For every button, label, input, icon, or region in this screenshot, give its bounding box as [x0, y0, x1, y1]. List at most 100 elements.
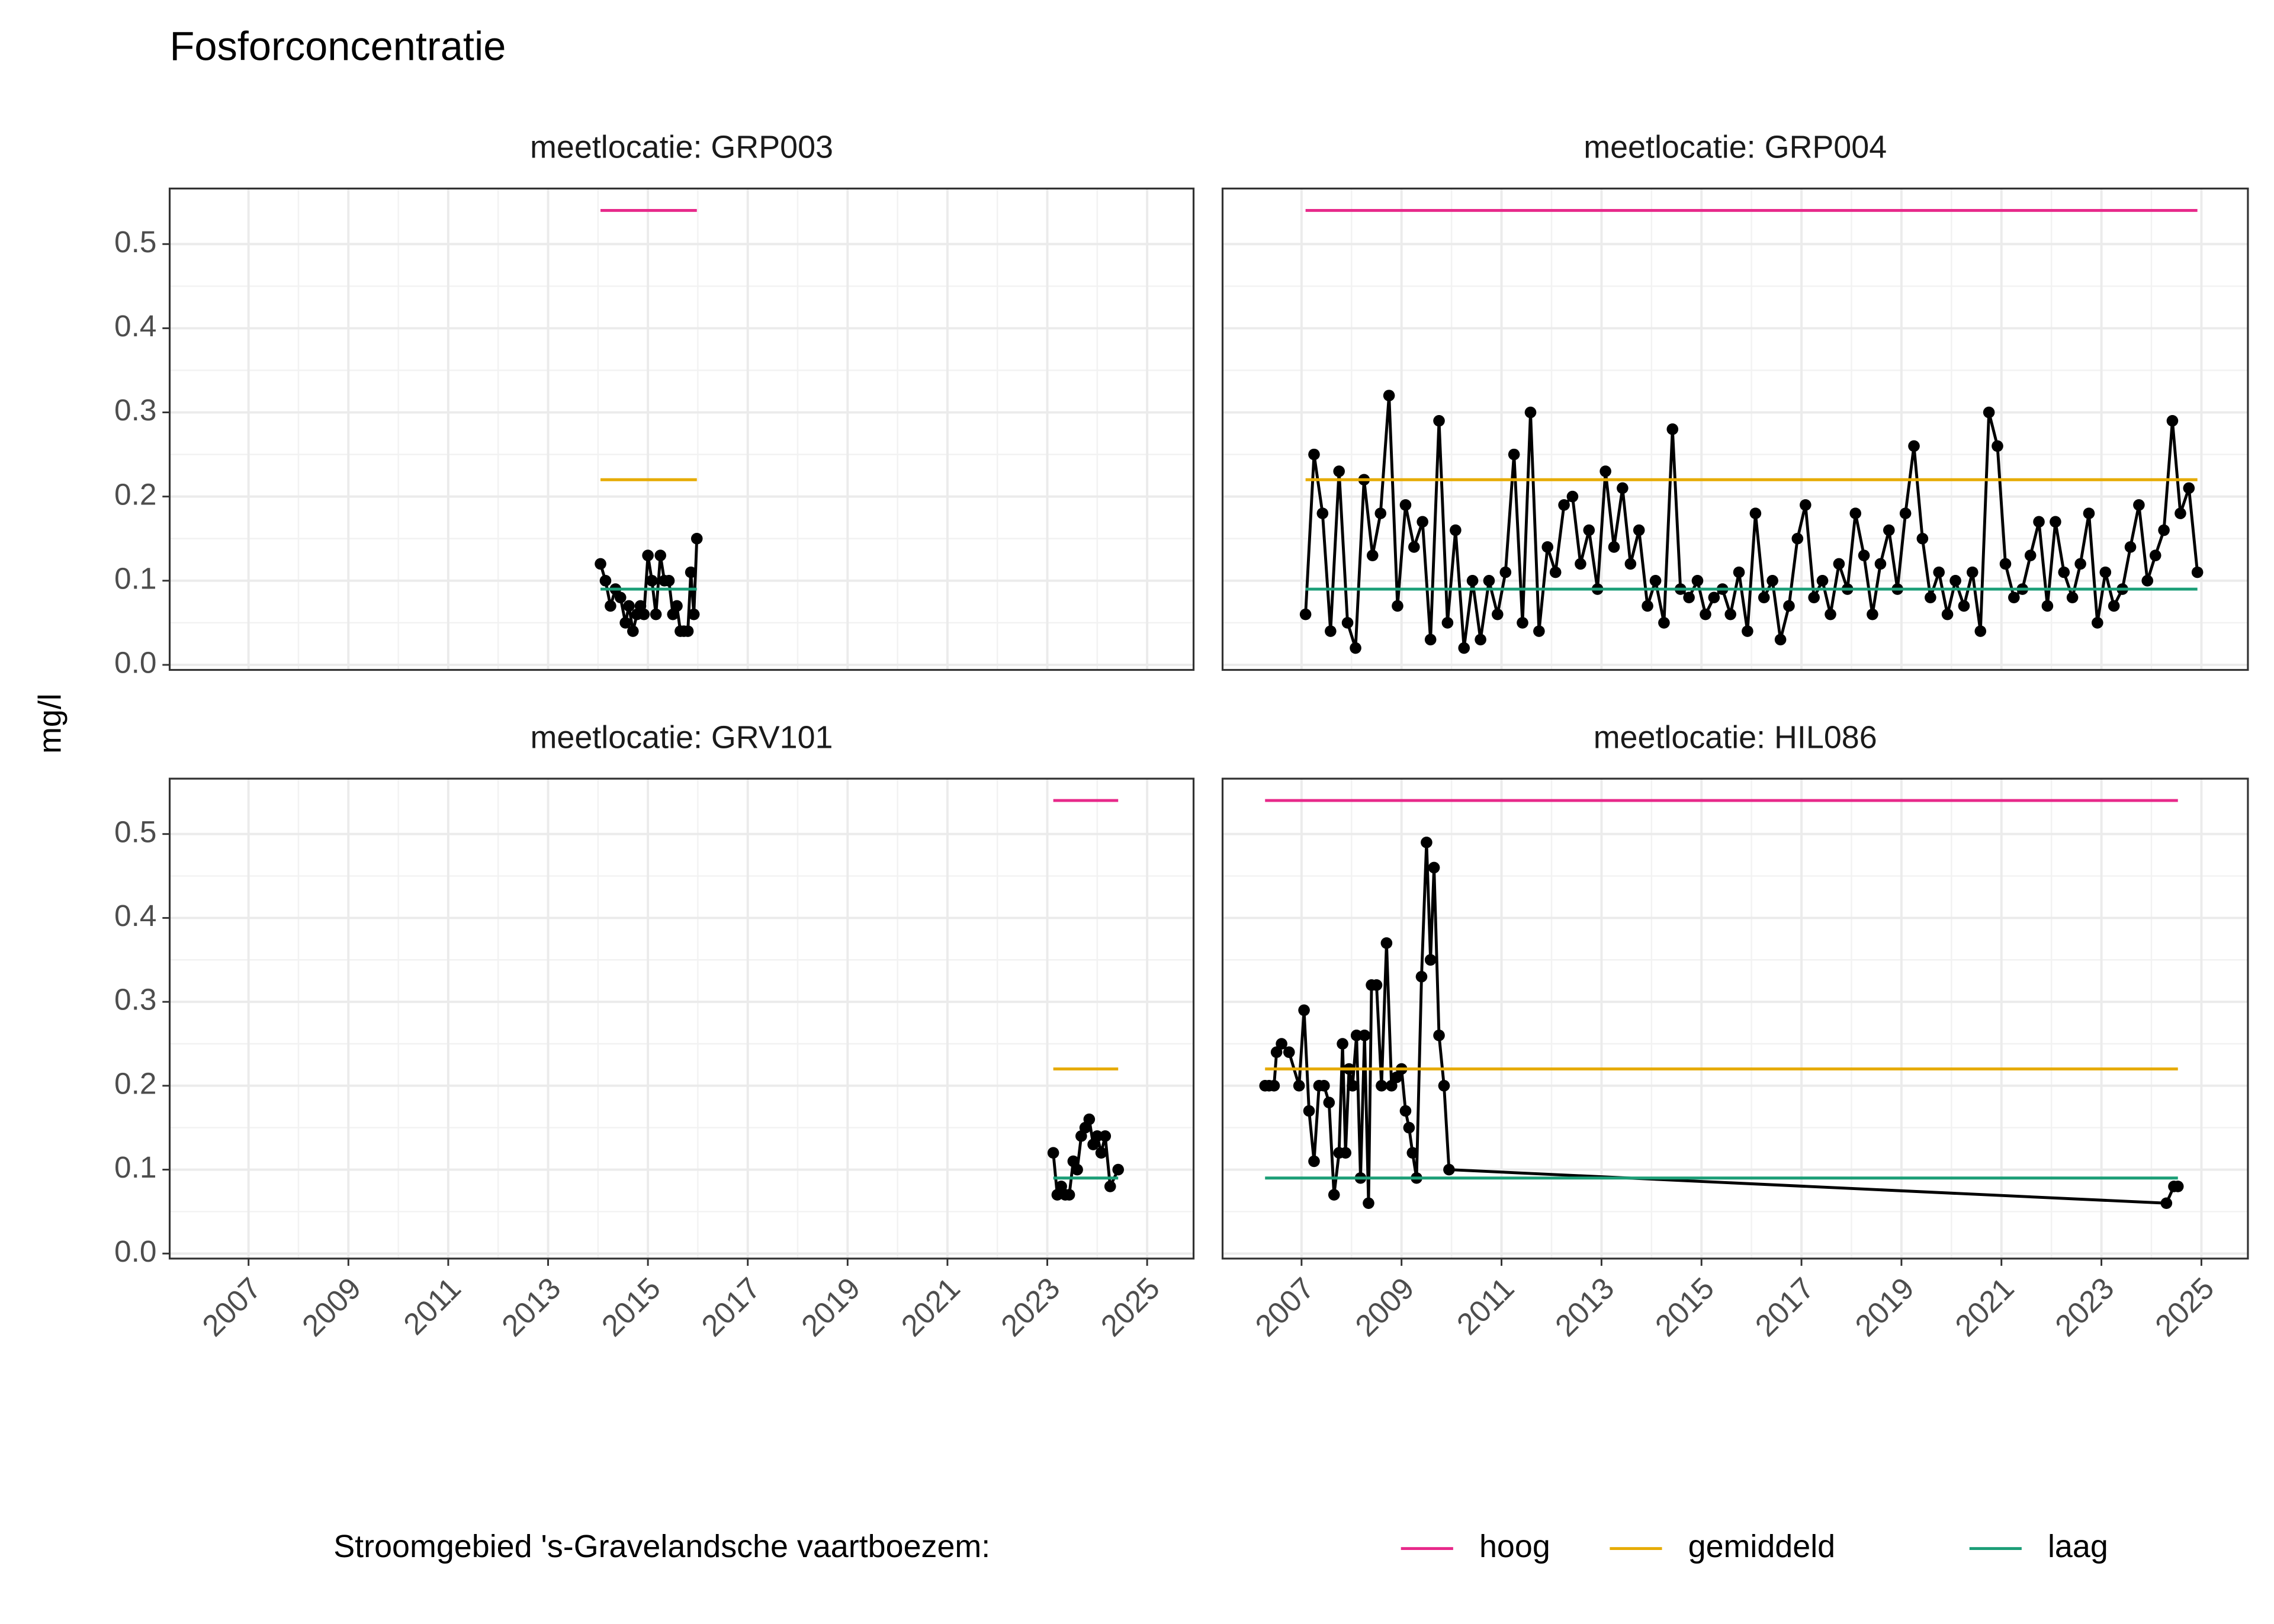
data-point [1318, 1080, 1330, 1092]
data-point [1298, 1004, 1310, 1017]
data-point [688, 608, 700, 620]
data-point [1700, 608, 1711, 620]
data-point [1533, 625, 1545, 637]
data-point [1566, 490, 1579, 503]
data-point [1408, 541, 1420, 553]
legend-label: gemiddeld [1688, 1529, 1836, 1564]
data-point [605, 600, 616, 612]
data-point [1599, 465, 1611, 477]
data-point [1095, 1147, 1107, 1159]
data-point [1083, 1113, 1096, 1125]
data-point [1558, 499, 1570, 511]
data-point [1433, 414, 1445, 427]
data-point [1276, 1038, 1287, 1050]
data-point [2149, 549, 2161, 561]
data-point [2066, 591, 2079, 604]
data-point [1458, 642, 1470, 654]
strip-label: meetlocatie: GRP003 [530, 130, 833, 165]
data-point [1941, 608, 1954, 620]
data-point [1541, 541, 1554, 553]
data-point [1983, 406, 1995, 419]
data-point [1517, 617, 1528, 629]
data-point [1833, 558, 1845, 570]
data-point [1350, 1030, 1363, 1041]
data-point [1858, 549, 1870, 561]
data-point [1508, 448, 1520, 461]
strip-label: meetlocatie: HIL086 [1594, 719, 1877, 755]
data-point [2191, 566, 2204, 578]
data-point [614, 591, 627, 604]
panel-border [168, 187, 1195, 671]
data-point [2160, 1197, 2173, 1210]
data-point [2133, 499, 2145, 511]
data-point [1403, 1121, 1415, 1134]
data-point [663, 575, 675, 587]
data-point [1370, 979, 1383, 991]
data-point [1724, 608, 1736, 620]
data-point [1386, 1080, 1398, 1092]
data-point [1624, 558, 1637, 570]
data-point [2175, 507, 2186, 519]
data-point [1774, 633, 1787, 646]
data-point [650, 608, 662, 620]
data-point [2008, 591, 2020, 604]
data-point [1421, 837, 1433, 848]
data-point [2172, 1181, 2184, 1192]
data-point [1791, 532, 1804, 545]
data-point [1867, 608, 1878, 620]
data-point [1376, 1080, 1387, 1092]
data-point [595, 558, 606, 570]
data-point [1399, 1105, 1412, 1117]
data-point [1293, 1080, 1305, 1092]
data-point [1374, 507, 1387, 519]
data-point [1916, 532, 1929, 545]
data-point [1883, 524, 1895, 536]
data-point [2092, 617, 2103, 629]
data-point [1908, 440, 1920, 452]
data-point [1808, 591, 1820, 604]
data-point [671, 600, 683, 612]
data-point [619, 617, 631, 629]
data-point [1424, 633, 1437, 646]
data-point [1483, 575, 1495, 587]
data-point [1575, 558, 1586, 570]
data-point [623, 600, 635, 612]
data-point [682, 625, 694, 637]
data-point [1366, 549, 1379, 561]
data-point [1499, 566, 1512, 578]
data-point [627, 625, 639, 637]
data-point [1417, 516, 1428, 528]
data-point [1742, 625, 1753, 637]
data-point [1658, 617, 1670, 629]
data-point [685, 566, 697, 578]
panel-border [1221, 187, 2249, 671]
legend-label: hoog [1479, 1529, 1550, 1564]
data-point [2083, 507, 2095, 519]
data-point [2108, 600, 2120, 612]
data-point [646, 575, 658, 587]
data-point [1323, 1096, 1335, 1108]
panel-background [1222, 779, 2248, 1259]
data-point [2041, 600, 2054, 612]
data-point [1392, 600, 1403, 612]
data-point [1358, 1030, 1371, 1041]
y-tick-label: 0.4 [114, 308, 156, 343]
y-tick-label: 0.3 [114, 982, 156, 1017]
data-point [1303, 1105, 1315, 1117]
data-point [1399, 499, 1412, 511]
data-point [1433, 1030, 1445, 1041]
data-point [1390, 1071, 1403, 1083]
data-point [1999, 558, 2012, 570]
data-point [1328, 1189, 1340, 1201]
data-point [1063, 1189, 1075, 1201]
strip-label: meetlocatie: GRV101 [531, 719, 833, 755]
data-line [1265, 842, 2178, 1205]
panel-background [169, 188, 1194, 670]
data-point [1825, 608, 1836, 620]
data-point [1380, 937, 1393, 949]
data-point [1415, 970, 1428, 983]
data-point [1112, 1163, 1125, 1176]
data-point [1783, 600, 1795, 612]
data-point [2050, 516, 2061, 528]
